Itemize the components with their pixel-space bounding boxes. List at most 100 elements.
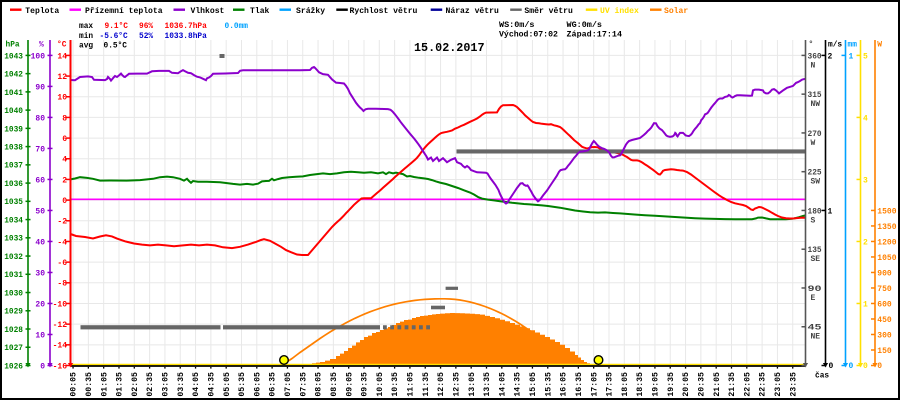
svg-text:1039: 1039	[4, 125, 23, 134]
svg-text:17:05: 17:05	[590, 372, 599, 397]
svg-text:06:05: 06:05	[253, 372, 262, 397]
svg-text:45: 45	[808, 324, 822, 333]
svg-text:11:35: 11:35	[422, 372, 431, 397]
svg-text:900: 900	[877, 269, 892, 278]
svg-text:15:05: 15:05	[529, 372, 538, 397]
svg-text:1026: 1026	[4, 362, 23, 371]
svg-text:300: 300	[877, 331, 892, 340]
svg-text:°C: °C	[57, 41, 67, 50]
svg-text:1050: 1050	[877, 254, 896, 263]
svg-text:20:05: 20:05	[682, 372, 691, 397]
svg-text:4: 4	[62, 156, 67, 165]
svg-text:11:05: 11:05	[407, 372, 416, 397]
svg-text:Rychlost větru: Rychlost větru	[350, 7, 418, 16]
svg-text:15.02.2017: 15.02.2017	[414, 41, 485, 55]
svg-text:8: 8	[62, 114, 67, 123]
svg-text:1029: 1029	[4, 308, 23, 317]
svg-text:22:35: 22:35	[759, 372, 768, 397]
svg-text:1200: 1200	[877, 238, 896, 247]
svg-text:18:05: 18:05	[621, 372, 630, 397]
svg-text:225: 225	[808, 169, 822, 178]
svg-text:min: min	[79, 32, 93, 41]
svg-text:05:05: 05:05	[223, 372, 232, 397]
svg-text:6: 6	[62, 135, 67, 144]
svg-text:1033: 1033	[4, 235, 23, 244]
svg-text:0: 0	[863, 362, 868, 371]
svg-text:90: 90	[808, 285, 822, 294]
svg-text:09:35: 09:35	[361, 372, 370, 397]
svg-text:max: max	[79, 22, 93, 31]
svg-text:Tlak: Tlak	[250, 7, 270, 16]
svg-text:1036.7hPa: 1036.7hPa	[165, 22, 207, 31]
svg-text:21:05: 21:05	[713, 372, 722, 397]
svg-text:14:05: 14:05	[498, 372, 507, 397]
svg-text:1027: 1027	[4, 344, 23, 353]
svg-text:2: 2	[828, 52, 833, 61]
svg-text:06:35: 06:35	[269, 372, 278, 397]
svg-text:1042: 1042	[4, 71, 23, 80]
svg-text:-10: -10	[53, 300, 68, 309]
svg-text:Přízemní teplota: Přízemní teplota	[85, 7, 163, 16]
svg-text:22:05: 22:05	[743, 372, 752, 397]
svg-text:07:35: 07:35	[299, 372, 308, 397]
svg-text:Směr větru: Směr větru	[524, 7, 573, 16]
svg-text:S: S	[811, 216, 816, 225]
svg-text:1035: 1035	[4, 198, 23, 207]
svg-text:90: 90	[35, 83, 45, 92]
svg-text:-14: -14	[53, 342, 68, 351]
svg-text:1037: 1037	[4, 162, 23, 171]
svg-text:16:05: 16:05	[560, 372, 569, 397]
svg-text:12:35: 12:35	[452, 372, 461, 397]
svg-text:50: 50	[35, 207, 45, 216]
svg-text:00:05: 00:05	[70, 372, 79, 397]
svg-text:1350: 1350	[877, 223, 896, 232]
svg-text:Srážky: Srážky	[296, 7, 325, 16]
svg-text:čas: čas	[815, 372, 829, 381]
svg-text:21:35: 21:35	[728, 372, 737, 397]
svg-text:10:35: 10:35	[391, 372, 400, 397]
svg-text:20: 20	[35, 300, 45, 309]
svg-text:-12: -12	[53, 321, 68, 330]
svg-text:13:35: 13:35	[483, 372, 492, 397]
svg-text:12:05: 12:05	[437, 372, 446, 397]
svg-text:180: 180	[808, 207, 822, 216]
svg-text:2: 2	[62, 176, 67, 185]
svg-text:1031: 1031	[4, 271, 23, 280]
svg-text:-16: -16	[53, 362, 68, 371]
svg-text:0: 0	[829, 362, 834, 371]
svg-text:Náraz větru: Náraz větru	[446, 7, 499, 16]
svg-text:600: 600	[877, 300, 892, 309]
svg-text:Vlhkost: Vlhkost	[191, 7, 225, 16]
svg-text:08:05: 08:05	[315, 372, 324, 397]
svg-text:hPa: hPa	[6, 41, 20, 50]
svg-text:09:05: 09:05	[345, 372, 354, 397]
svg-text:04:35: 04:35	[207, 372, 216, 397]
svg-text:52%: 52%	[139, 32, 153, 41]
svg-text:135: 135	[808, 246, 822, 255]
svg-text:W: W	[811, 139, 816, 148]
svg-text:Východ:07:02: Východ:07:02	[499, 31, 558, 40]
svg-text:1: 1	[849, 52, 854, 61]
svg-text:Západ:17:14: Západ:17:14	[567, 31, 623, 40]
svg-text:SE: SE	[811, 255, 821, 264]
svg-text:80: 80	[35, 114, 45, 123]
svg-text:2: 2	[863, 238, 868, 247]
svg-text:3: 3	[863, 176, 868, 185]
svg-text:-6: -6	[57, 259, 67, 268]
svg-text:750: 750	[877, 285, 892, 294]
svg-text:-8: -8	[57, 280, 67, 289]
svg-text:00:35: 00:35	[85, 372, 94, 397]
svg-text:9.1°C: 9.1°C	[105, 22, 129, 31]
svg-text:96%: 96%	[139, 22, 153, 31]
svg-text:23:05: 23:05	[774, 372, 783, 397]
svg-text:02:35: 02:35	[146, 372, 155, 397]
svg-text:WG:0m/s: WG:0m/s	[567, 21, 603, 30]
svg-text:UV index: UV index	[600, 7, 639, 16]
svg-text:23:35: 23:35	[789, 372, 798, 397]
svg-text:360: 360	[808, 52, 822, 61]
svg-text:19:35: 19:35	[667, 372, 676, 397]
svg-text:30: 30	[35, 269, 45, 278]
svg-text:14: 14	[57, 52, 67, 61]
svg-text:E: E	[811, 294, 816, 303]
svg-text:03:05: 03:05	[162, 372, 171, 397]
